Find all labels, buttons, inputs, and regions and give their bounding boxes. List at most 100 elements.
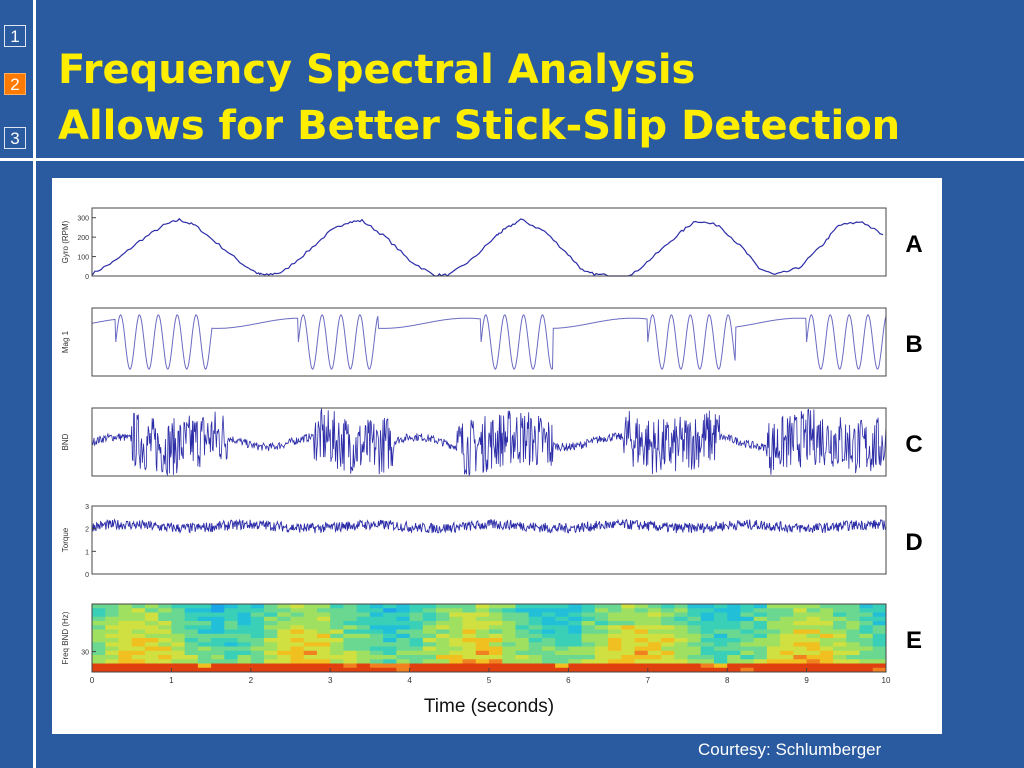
spectrogram-cell (502, 612, 516, 618)
spectrogram-cell (687, 638, 702, 643)
spectrogram-cell (184, 667, 199, 673)
y-tick-label: 3 (85, 504, 89, 511)
spectrogram-cell (713, 616, 728, 622)
spectrogram-cell (541, 663, 556, 669)
spectrogram-cell (131, 604, 146, 609)
spectrogram-cell (144, 612, 159, 618)
spectrogram-cell (713, 663, 728, 669)
spectrogram-cell (568, 625, 583, 630)
spectrogram-cell (674, 646, 688, 652)
spectrogram-cell (118, 633, 133, 639)
spectrogram-cell (197, 608, 212, 613)
spectrogram-cell (158, 642, 172, 647)
slide-nav-1[interactable]: 1 (4, 25, 26, 47)
spectrogram-cell (158, 604, 172, 609)
spectrogram-cell (449, 633, 464, 639)
spectrogram-cell (859, 616, 874, 622)
spectrogram-cell (806, 616, 821, 622)
spectrogram-cell (449, 655, 464, 660)
spectrogram-cell (555, 642, 569, 647)
spectrogram-cell (184, 642, 199, 647)
spectrogram-cell (383, 621, 397, 626)
spectrogram-cell (436, 625, 450, 630)
spectrogram-cell (105, 621, 119, 626)
spectrogram-cell (316, 608, 331, 613)
spectrogram-cell (766, 642, 781, 647)
spectrogram-cell (515, 667, 530, 673)
spectrogram-cell (475, 625, 490, 630)
spectrogram-cell (541, 608, 556, 613)
spectrogram-cell (250, 633, 265, 639)
spectrogram-cell (184, 621, 199, 626)
spectrogram-cell (727, 629, 741, 635)
spectrogram-cell (541, 642, 556, 647)
y-tick-label: 300 (77, 216, 89, 223)
figure-panel: 300 200 100 0 Gyro (RPM) A Mag 1 B BND C 3 2 1 0 Torqu… (52, 178, 942, 734)
slide-nav-2[interactable]: 2 (4, 73, 26, 95)
spectrogram-cell (489, 642, 503, 647)
spectrogram-cell (594, 621, 609, 626)
spectrogram-cell (700, 642, 715, 647)
spectrogram-cell (343, 629, 358, 635)
spectrogram-cell (369, 608, 384, 613)
spectrogram-cell (502, 642, 516, 647)
spectrogram-cell (250, 638, 265, 643)
spectrogram-cell (131, 642, 146, 647)
spectrogram-cell (872, 629, 887, 635)
spectrogram-cell (555, 646, 569, 652)
spectrogram-cell (409, 621, 424, 626)
spectrogram-cell (422, 616, 437, 622)
spectrogram-cell (674, 659, 688, 664)
spectrogram-cell (753, 650, 768, 656)
spectrogram-cell (264, 638, 278, 643)
spectrogram-cell (316, 650, 331, 656)
spectrogram-cell (250, 655, 265, 660)
spectrogram-cell (316, 629, 331, 635)
spectrogram-cell (224, 667, 239, 673)
slide-nav-3[interactable]: 3 (4, 127, 26, 149)
spectrogram-cell (727, 633, 741, 639)
spectrogram-cell (475, 646, 490, 652)
spectrogram-cell (396, 650, 411, 656)
spectrogram-cell (462, 650, 477, 656)
spectrogram-cell (92, 633, 106, 639)
spectrogram-cell (581, 612, 596, 618)
spectrogram-cell (489, 621, 503, 626)
spectrogram-cell (780, 667, 794, 673)
spectrogram-cell (144, 638, 159, 643)
spectrogram-cell (753, 638, 768, 643)
spectrogram-cell (383, 629, 397, 635)
spectrogram-cell (687, 655, 702, 660)
spectrogram-cell (555, 650, 569, 656)
spectrogram-cell (158, 663, 172, 669)
spectrogram-cell (740, 655, 755, 660)
spectrogram-cell (383, 625, 397, 630)
spectrogram-cell (793, 659, 808, 664)
spectrogram-cell (753, 667, 768, 673)
spectrogram-cell (303, 629, 318, 635)
spectrogram-cell (409, 633, 424, 639)
spectrogram-cell (131, 633, 146, 639)
spectrogram-cell (105, 604, 119, 609)
spectrogram-cell (118, 604, 133, 609)
spectrogram-cell (224, 638, 239, 643)
spectrogram-cell (687, 663, 702, 669)
spectrogram-cell (409, 625, 424, 630)
spectrogram-cell (171, 655, 186, 660)
spectrogram-cell (713, 633, 728, 639)
spectrogram-cell (316, 663, 331, 669)
spectrogram-cell (184, 655, 199, 660)
spectrogram-cell (462, 616, 477, 622)
spectrogram-cell (290, 642, 305, 647)
spectrogram-cell (833, 616, 847, 622)
spectrogram-cell (872, 650, 887, 656)
spectrogram-cell (515, 612, 530, 618)
spectrogram-cell (422, 621, 437, 626)
spectrogram-cell (700, 612, 715, 618)
spectrogram-cell (859, 663, 874, 669)
spectrogram-cell (92, 655, 106, 660)
spectrogram-cell (224, 642, 239, 647)
spectrogram-cell (396, 629, 411, 635)
spectrogram-cell (727, 663, 741, 669)
spectrogram-cell (727, 642, 741, 647)
